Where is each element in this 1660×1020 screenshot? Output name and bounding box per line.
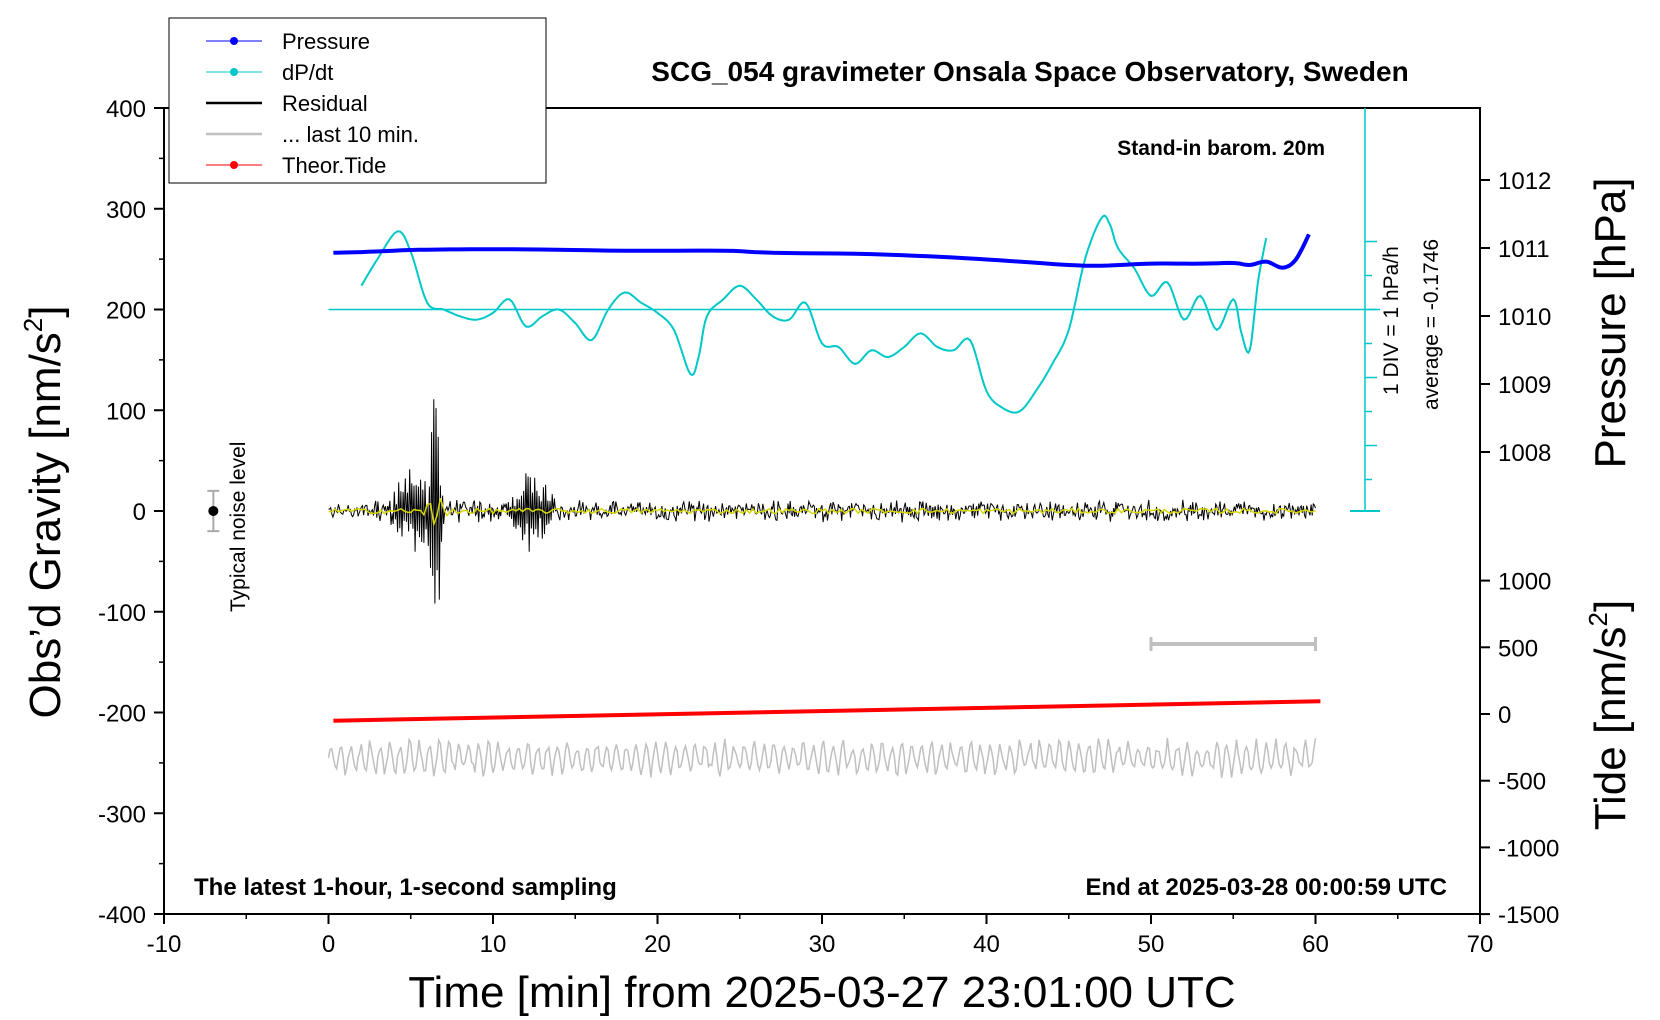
legend-marker xyxy=(230,161,238,169)
y-tick-label: -400 xyxy=(98,902,146,929)
legend-label: Theor.Tide xyxy=(282,153,386,178)
average-note: average = -0.1746 xyxy=(1420,239,1443,410)
legend-label: Residual xyxy=(282,91,368,116)
div-note: 1 DIV = 1 hPa/h xyxy=(1380,246,1403,395)
tide-tick-label: -500 xyxy=(1498,769,1546,796)
residual-trace xyxy=(328,399,1316,604)
dpdt-trace xyxy=(360,214,1268,414)
legend-label: dP/dt xyxy=(282,60,333,85)
series-layer xyxy=(207,108,1380,779)
noise-label: Typical noise level xyxy=(227,442,250,612)
x-tick-label: 50 xyxy=(1138,931,1165,958)
tide-tick-label: 1000 xyxy=(1498,569,1551,596)
tide-tick-label: 0 xyxy=(1498,702,1511,729)
y-left-main: Obs’d Gravity [nm/s xyxy=(21,332,70,718)
legend-box xyxy=(168,17,547,184)
x-tick-label: 10 xyxy=(480,931,507,958)
legend-marker xyxy=(230,68,238,76)
x-tick-label: 0 xyxy=(322,931,335,958)
bottom-right-note: End at 2025-03-28 00:00:59 UTC xyxy=(1086,874,1448,901)
x-tick-label: 70 xyxy=(1467,931,1494,958)
y-left-sup: 2 xyxy=(18,318,48,332)
tide-tick-label: -1500 xyxy=(1498,902,1559,929)
y-tick-label: -300 xyxy=(98,801,146,828)
y-tick-label: 100 xyxy=(106,398,146,425)
last-10-min-trace xyxy=(327,737,1317,779)
y-axis-title-left: Obs’d Gravity [nm/s2] xyxy=(18,305,70,718)
x-tick-label: 20 xyxy=(644,931,671,958)
y-tick-label: -200 xyxy=(98,701,146,728)
y-left-tail: ] xyxy=(21,305,70,317)
tide-main: Tide [nm/s xyxy=(1586,626,1635,830)
legend-label: ... last 10 min. xyxy=(282,122,419,147)
pressure-tick-label: 1009 xyxy=(1498,372,1551,399)
bottom-left-note: The latest 1-hour, 1-second sampling xyxy=(194,874,617,901)
pressure-tick-label: 1008 xyxy=(1498,440,1551,467)
legend-marker xyxy=(230,37,238,45)
axes-ticks: -10 0 10 20 30 40 50 60 704003002001000-100-200-… xyxy=(98,96,1559,958)
y-tick-label: 200 xyxy=(106,298,146,325)
tide-sup: 2 xyxy=(1583,612,1613,626)
x-tick-label: 40 xyxy=(973,931,1000,958)
pressure-tick-label: 1012 xyxy=(1498,168,1551,195)
y-tick-label: 400 xyxy=(106,96,146,123)
stand-in-note: Stand-in barom. 20m xyxy=(1117,137,1325,160)
x-tick-label: 60 xyxy=(1302,931,1329,958)
tide-axis-title: Tide [nm/s2] xyxy=(1583,600,1635,830)
x-tick-label: -10 xyxy=(147,931,182,958)
x-axis-title: Time [min] from 2025-03-27 23:01:00 UTC xyxy=(408,968,1235,1017)
y-tick-label: 300 xyxy=(106,197,146,224)
y-tick-label: -100 xyxy=(98,600,146,627)
pressure-tick-label: 1011 xyxy=(1498,236,1550,263)
y-tick-label: 0 xyxy=(133,499,146,526)
tide-trace xyxy=(333,699,1321,723)
residual-filtered-trace xyxy=(328,497,1316,528)
tide-tick-label: 500 xyxy=(1498,635,1538,662)
pressure-tick-label: 1010 xyxy=(1498,304,1551,331)
pressure-axis-title: Pressure [hPa] xyxy=(1586,177,1635,468)
x-tick-label: 30 xyxy=(809,931,836,958)
tide-tick-label: -1000 xyxy=(1498,835,1559,862)
tide-tail: ] xyxy=(1586,600,1635,612)
legend: Pressure dP/dt Residual ... last 10 min. The… xyxy=(168,17,547,184)
pressure-trace xyxy=(333,233,1311,270)
legend-label: Pressure xyxy=(282,29,370,54)
noise-marker-dot xyxy=(208,506,219,516)
chart-title: SCG_054 gravimeter Onsala Space Observat… xyxy=(651,56,1408,87)
